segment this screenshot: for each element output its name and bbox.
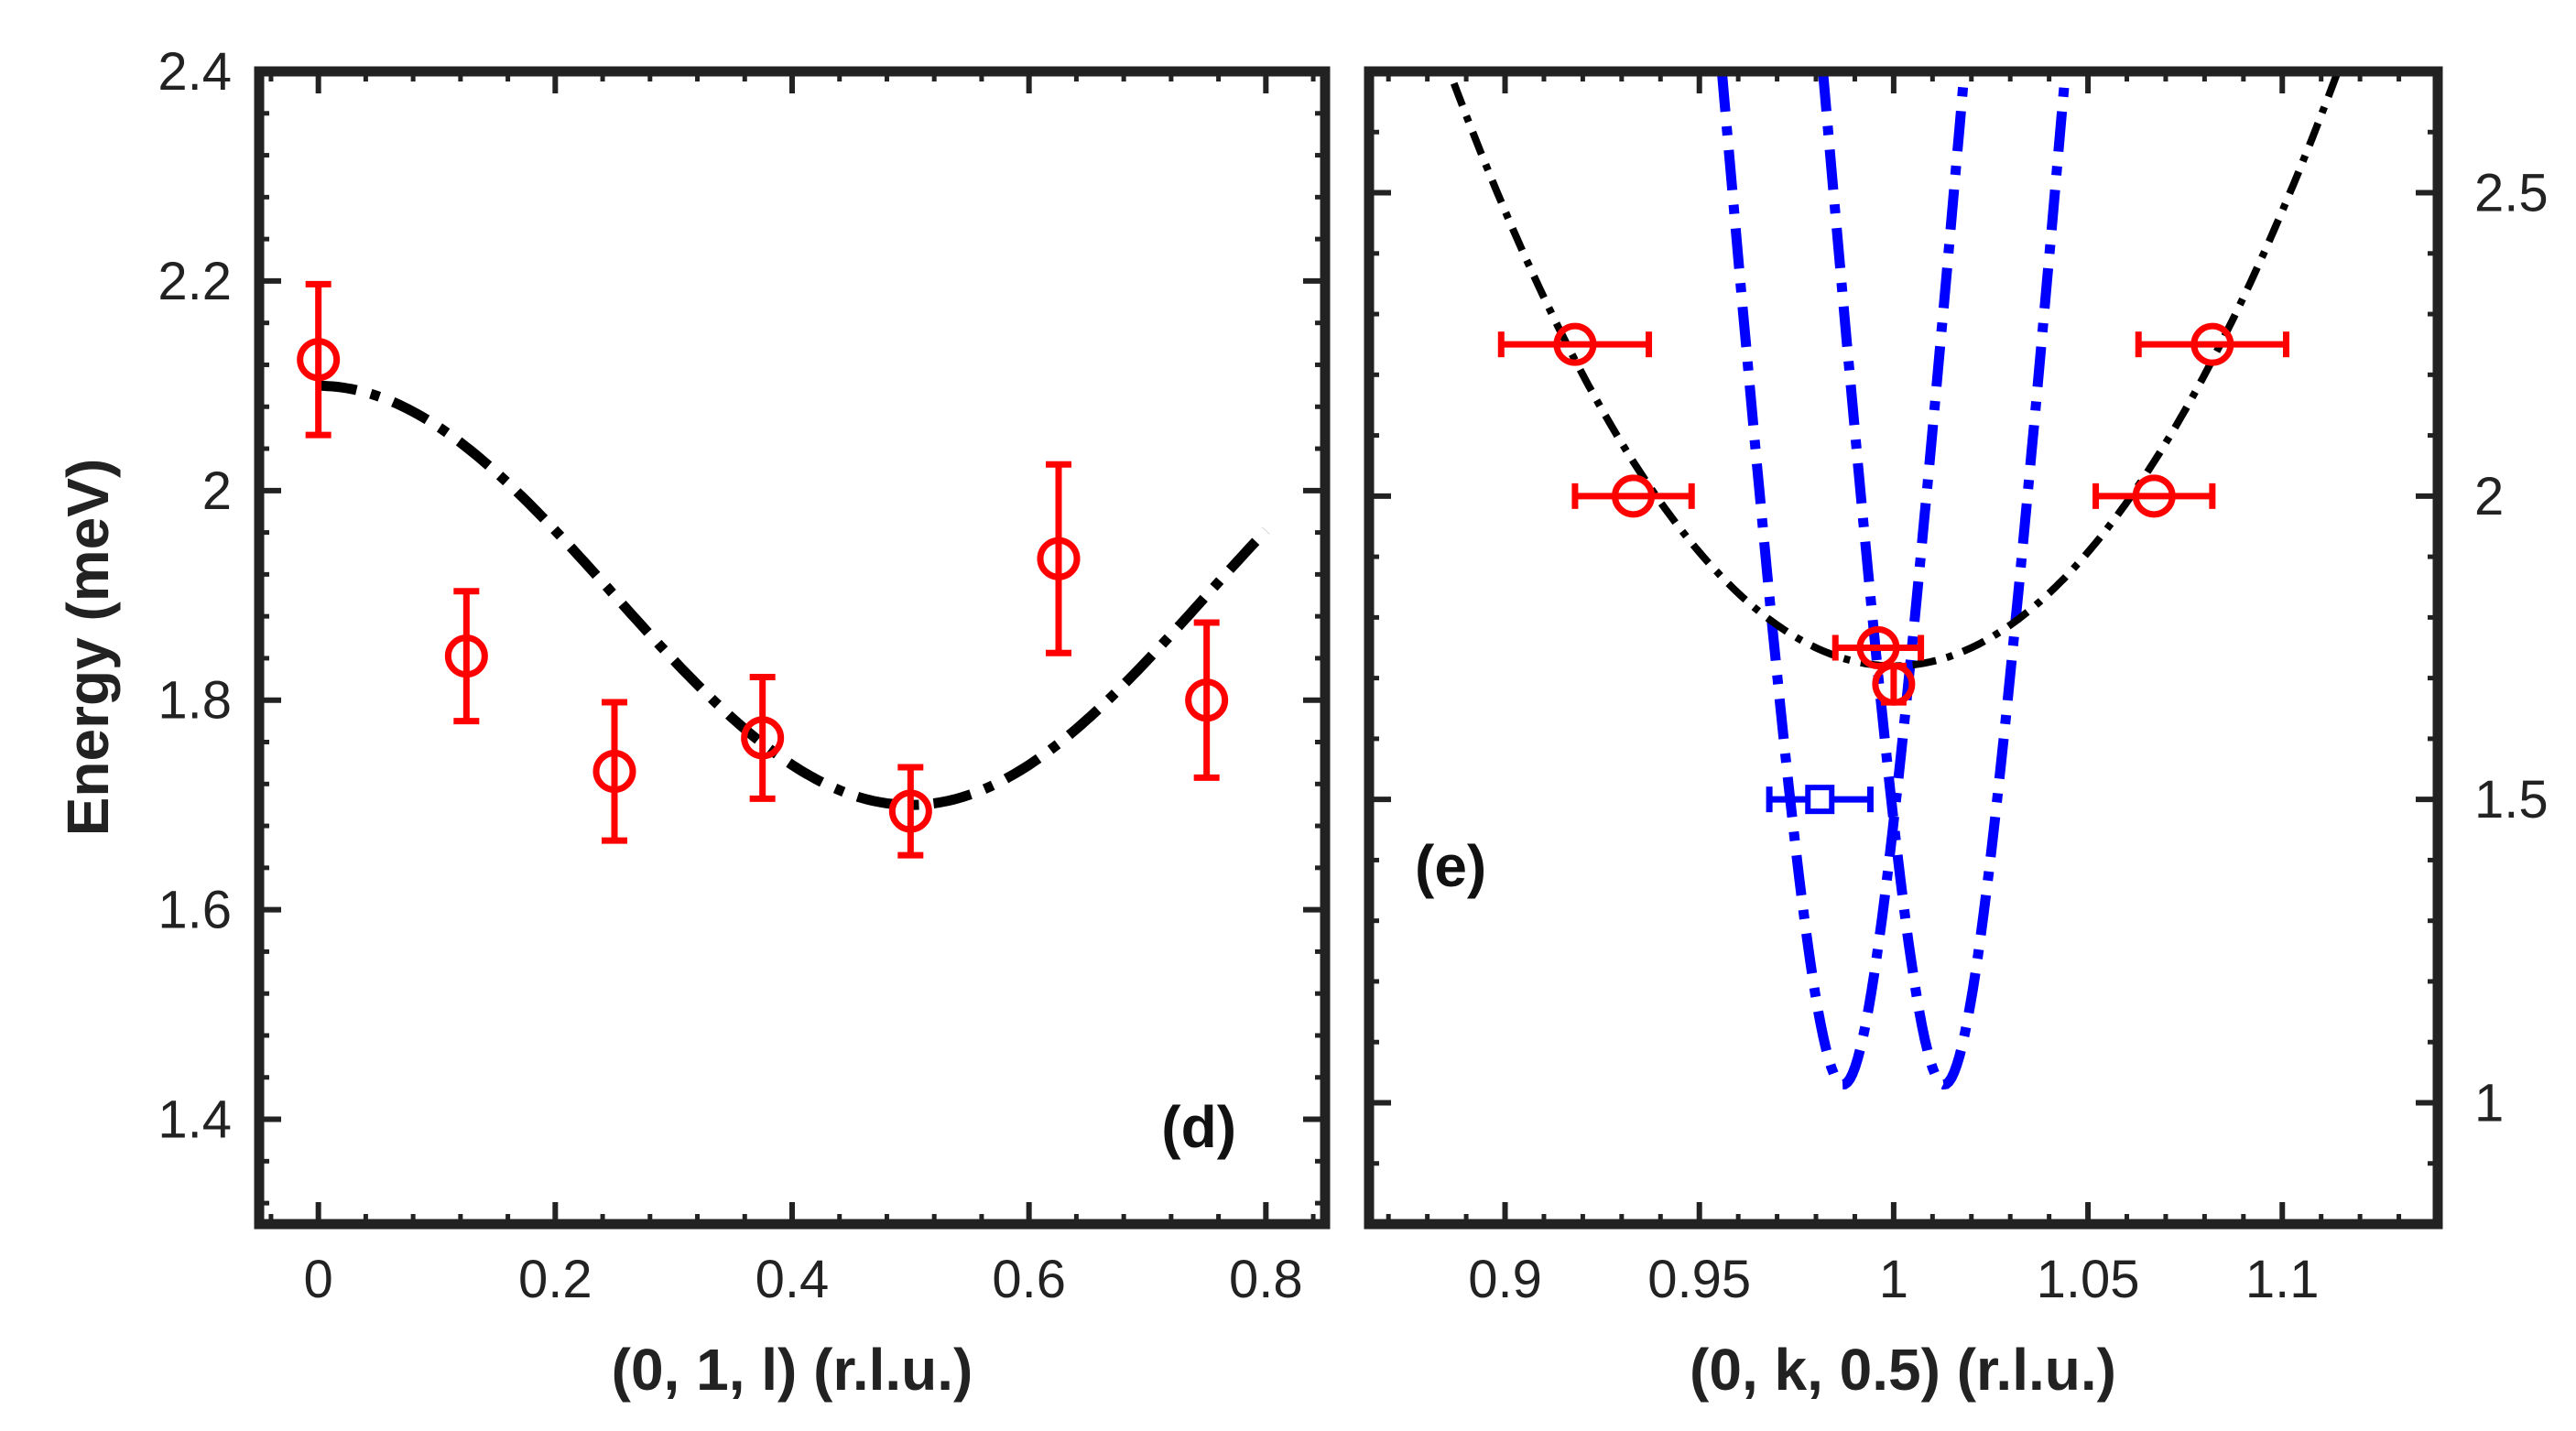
panel-d-y-tick-labels: 1.4 1.6 1.8 2 2.2 2.4: [158, 42, 232, 1150]
panel-d-data-point-marker: [741, 716, 785, 760]
panel-e-x-tick-label: 1.1: [2245, 1250, 2320, 1309]
panel-e-y-tick-label: 1: [2474, 1073, 2504, 1133]
panel-e-x-tick-label: 1: [1879, 1250, 1908, 1309]
panel-d-data-point-marker: [1037, 537, 1081, 580]
panel-d-x-tick-label: 0.2: [518, 1250, 592, 1309]
panel-e-y-tick-labels: 1 1.5 2 2.5: [2474, 164, 2549, 1133]
panel-d-x-tick-label: 0.8: [1229, 1250, 1303, 1309]
panel-e-data-point-marker: [1553, 322, 1597, 366]
panel-d-data-point-marker: [592, 750, 636, 794]
panel-e-x-tick-labels: 0.9 0.95 1 1.05 1.1: [1468, 1250, 2319, 1309]
panel-d: 0 0.2 0.4 0.6 0.8 1.4 1.6 1.8 2 2.2 2.4 (0, 1, l)…: [55, 42, 1331, 1403]
panel-e-x-tick-label: 1.05: [2037, 1250, 2140, 1309]
panel-e-blue-data-point-marker: [1805, 785, 1835, 815]
panel-e-x-axis-label: (0, k, 0.5) (r.l.u.): [1690, 1337, 2116, 1403]
panel-e-data-points: [1497, 322, 2289, 815]
panel-d-x-tick-label: 0.6: [992, 1250, 1066, 1309]
panel-e-data-point-marker: [2132, 474, 2176, 518]
panel-e-data-point-marker: [1856, 626, 1900, 669]
panel-d-y-tick-label: 1.8: [158, 671, 232, 731]
panel-d-data-point-marker: [888, 789, 932, 833]
panel-d-label: (d): [1161, 1094, 1236, 1160]
panel-e-y-tick-label: 2.5: [2474, 164, 2549, 223]
panel-d-fit-curve: [318, 380, 1270, 810]
panel-e-data-point-marker: [1612, 474, 1656, 518]
panel-d-data-point-marker: [1185, 678, 1229, 722]
panel-d-y-tick-label: 1.4: [158, 1090, 232, 1150]
panel-e-y-tick-label: 2: [2474, 467, 2504, 526]
panel-d-x-tick-label: 0: [304, 1250, 333, 1309]
panel-e-y-tick-label: 1.5: [2474, 770, 2549, 829]
panel-d-y-tick-label: 2.2: [158, 252, 232, 311]
panel-d-fit-layer: [318, 380, 1270, 810]
panel-e-frame: [1364, 66, 2443, 1230]
panel-d-data-points: [297, 280, 1229, 859]
panel-d-data-point-marker: [297, 338, 341, 382]
panel-d-y-tick-label: 1.6: [158, 881, 232, 940]
panel-d-x-axis-label: (0, 1, l) (r.l.u.): [612, 1337, 973, 1403]
panel-d-y-tick-label: 2: [202, 461, 232, 521]
panel-e-data-point-marker: [1872, 662, 1916, 706]
panel-e-data-point-marker: [2190, 322, 2234, 366]
panel-d-frame: [254, 66, 1331, 1230]
panel-d-x-tick-labels: 0 0.2 0.4 0.6 0.8: [304, 1250, 1303, 1309]
panel-d-y-axis-label: Energy (meV): [55, 459, 121, 837]
panel-e-x-tick-label: 0.9: [1468, 1250, 1542, 1309]
panel-e-x-tick-label: 0.95: [1647, 1250, 1751, 1309]
panel-d-x-tick-label: 0.4: [755, 1250, 830, 1309]
panel-d-data-point-marker: [444, 634, 488, 678]
panel-d-y-tick-label: 2.4: [158, 42, 232, 102]
panel-e: 0.9 0.95 1 1.05 1.1 1 1.5 2 2.5 (0, k, 0.5) (r.…: [1364, 66, 2549, 1403]
panel-e-label: (e): [1415, 833, 1486, 899]
